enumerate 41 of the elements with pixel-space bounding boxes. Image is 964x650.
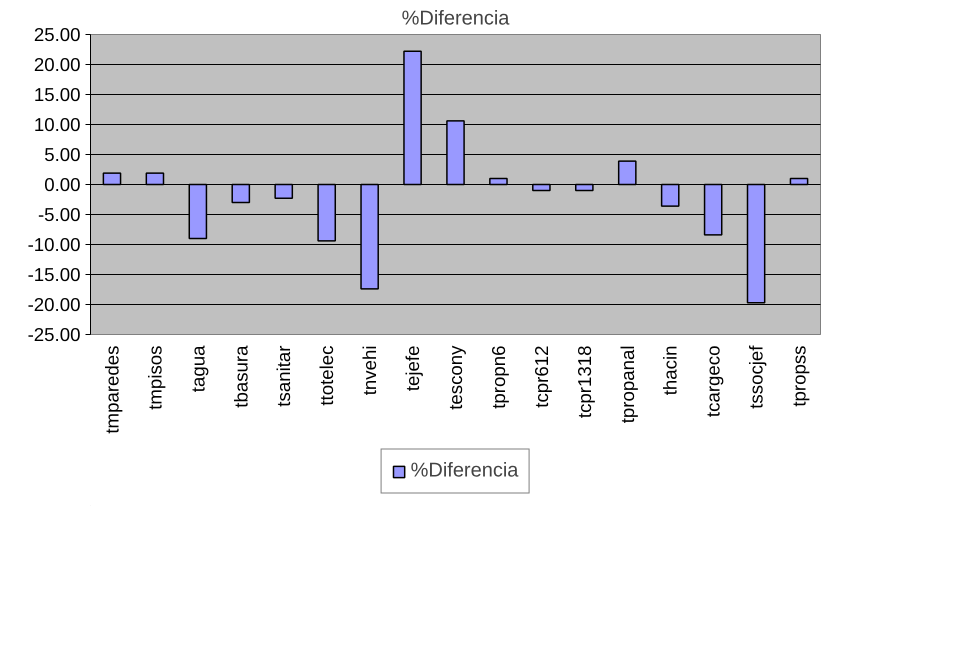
- x-tick-label: tmparedes: [101, 345, 122, 434]
- y-tick-label: -10.00: [28, 234, 81, 255]
- x-tick-label: tcpr612: [530, 345, 552, 408]
- x-tick-label: tejefe: [402, 346, 424, 392]
- y-tick-label: 5.00: [44, 144, 80, 165]
- bar: [317, 184, 336, 242]
- y-tick-label: -20.00: [28, 294, 81, 315]
- x-tick-label: tnvehi: [359, 345, 380, 396]
- x-tick-label: tescony: [445, 344, 466, 410]
- y-tick-label: -25.00: [28, 324, 81, 345]
- legend-label: %Diferencia: [410, 460, 518, 482]
- x-tick-label: tbasura: [230, 344, 252, 408]
- y-tick-label: -5.00: [38, 204, 81, 225]
- x-tick-label: tpropss: [788, 345, 810, 407]
- y-tick-label: 10.00: [34, 114, 80, 135]
- bar: [446, 120, 465, 186]
- x-tick-label: tcargeco: [702, 345, 724, 418]
- bar: [360, 184, 379, 290]
- y-tick-label: 25.00: [34, 24, 80, 45]
- bar: [188, 184, 208, 240]
- y-tick-label: -15.00: [28, 264, 81, 285]
- bar: [231, 184, 250, 204]
- x-tick-label: tcpr1318: [574, 345, 595, 418]
- x-tick-label: thacin: [660, 345, 681, 396]
- y-tick-label: 15.00: [34, 84, 80, 105]
- chart-title: %Diferencia: [402, 8, 510, 30]
- x-tick-label: tpropanal: [616, 346, 638, 424]
- bar: [102, 172, 122, 186]
- x-tick-label: ttotelec: [316, 345, 338, 406]
- x-tick-label: tmpisos: [144, 345, 166, 410]
- bar: [704, 184, 722, 236]
- bar: [660, 184, 680, 207]
- x-tick-label: tssocjef: [746, 344, 767, 409]
- y-tick-label: 20.00: [34, 54, 80, 75]
- bar: [146, 172, 164, 186]
- bar: [274, 184, 294, 200]
- y-tick-label: 0.00: [44, 174, 80, 195]
- x-tick-label: tsanitar: [273, 345, 294, 407]
- x-tick-label: tpropn6: [488, 345, 509, 409]
- bar: [618, 160, 637, 186]
- x-tick-label: tagua: [187, 344, 208, 392]
